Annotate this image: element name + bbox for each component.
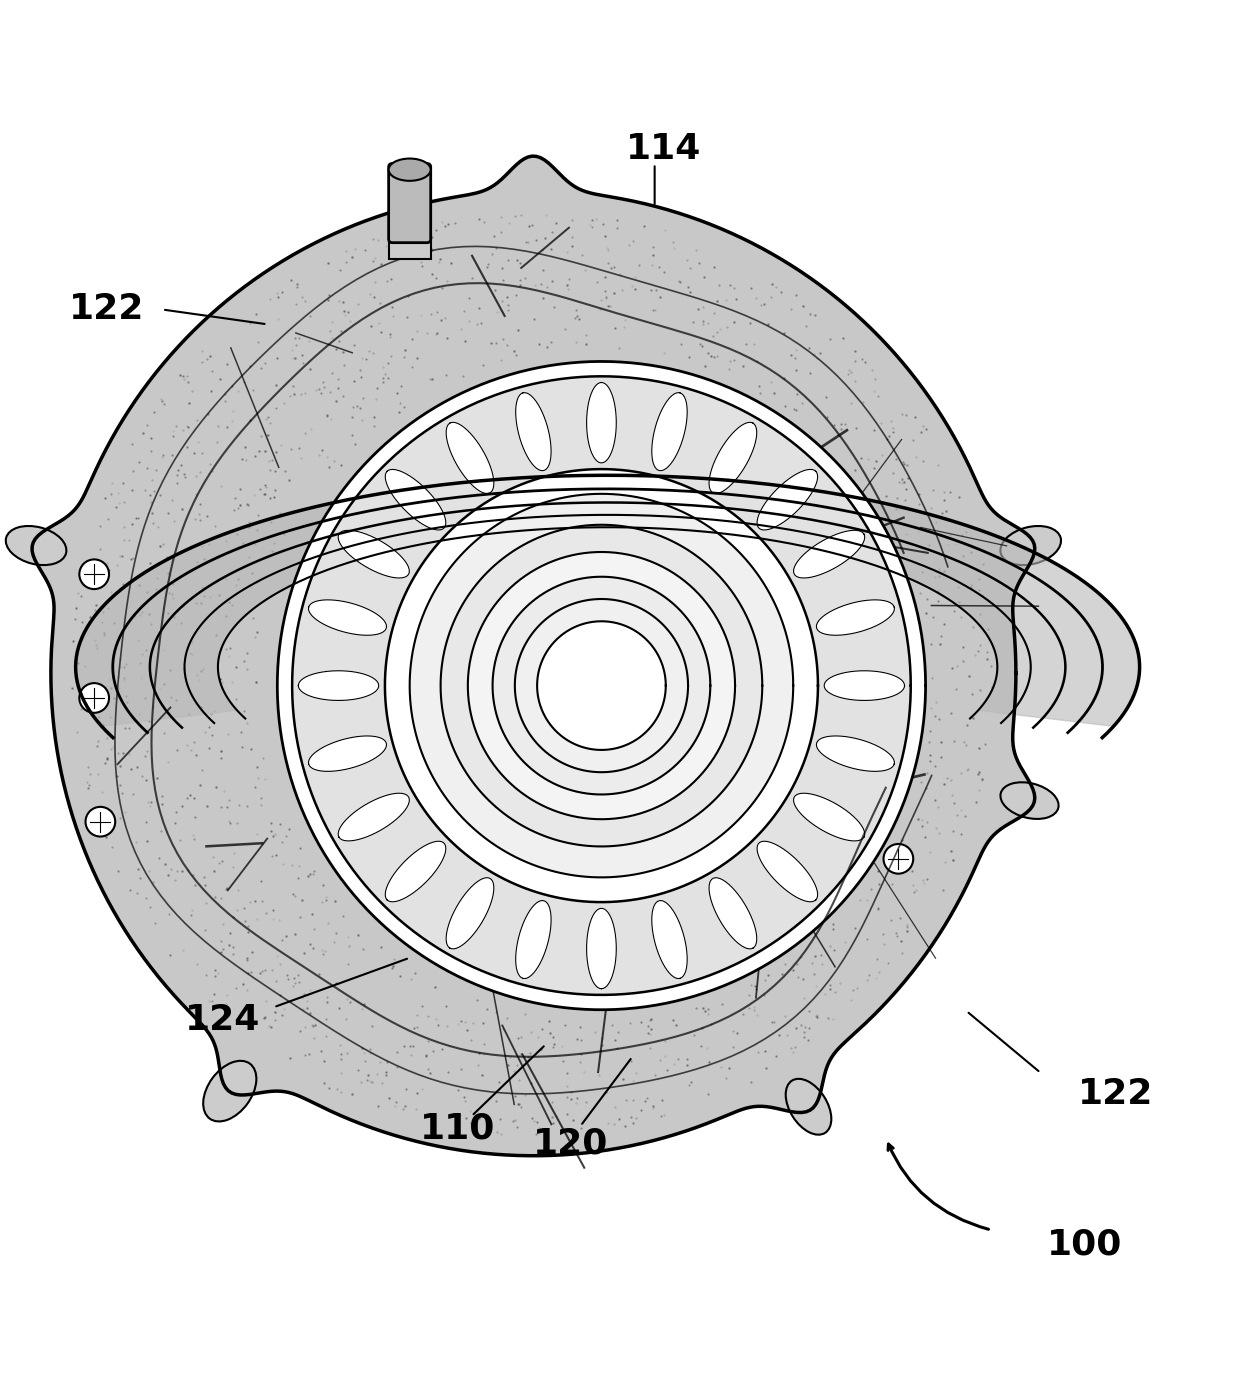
Polygon shape <box>339 530 409 579</box>
Polygon shape <box>709 423 756 494</box>
Ellipse shape <box>786 1079 831 1135</box>
Polygon shape <box>516 900 551 978</box>
Text: 120: 120 <box>533 1127 609 1160</box>
Text: 110: 110 <box>419 1111 495 1146</box>
Polygon shape <box>794 793 864 842</box>
Polygon shape <box>278 362 925 1010</box>
Text: 114: 114 <box>626 132 702 166</box>
Polygon shape <box>409 494 794 878</box>
Polygon shape <box>309 736 387 772</box>
Polygon shape <box>537 622 666 750</box>
Polygon shape <box>299 670 378 701</box>
Circle shape <box>878 733 906 762</box>
Polygon shape <box>816 600 894 636</box>
Circle shape <box>884 844 913 874</box>
Ellipse shape <box>388 159 430 181</box>
Polygon shape <box>652 392 687 470</box>
Polygon shape <box>32 156 1035 1156</box>
Polygon shape <box>113 488 1102 722</box>
FancyBboxPatch shape <box>388 234 430 259</box>
Polygon shape <box>446 878 494 949</box>
Polygon shape <box>825 670 904 701</box>
Polygon shape <box>339 793 409 842</box>
Polygon shape <box>440 524 763 847</box>
Polygon shape <box>758 469 817 530</box>
Ellipse shape <box>1001 526 1061 565</box>
Polygon shape <box>794 530 864 579</box>
Polygon shape <box>652 900 687 978</box>
Polygon shape <box>76 476 1140 726</box>
Polygon shape <box>446 423 494 494</box>
Text: 122: 122 <box>69 292 145 327</box>
Text: 100: 100 <box>1047 1228 1122 1262</box>
Text: 122: 122 <box>1078 1077 1153 1111</box>
Circle shape <box>79 683 109 712</box>
Polygon shape <box>516 392 551 470</box>
Polygon shape <box>515 600 688 772</box>
Polygon shape <box>587 383 616 463</box>
Polygon shape <box>185 515 1030 714</box>
Polygon shape <box>587 908 616 989</box>
Polygon shape <box>386 842 446 901</box>
Polygon shape <box>150 502 1065 718</box>
Circle shape <box>86 807 115 836</box>
Ellipse shape <box>203 1061 257 1121</box>
Polygon shape <box>309 600 387 636</box>
Polygon shape <box>709 878 756 949</box>
Ellipse shape <box>6 526 67 565</box>
FancyBboxPatch shape <box>388 164 430 242</box>
Circle shape <box>79 559 109 590</box>
Polygon shape <box>492 577 711 794</box>
Polygon shape <box>293 377 910 995</box>
Ellipse shape <box>1001 782 1059 819</box>
Text: 124: 124 <box>185 1003 260 1036</box>
Polygon shape <box>467 552 735 819</box>
Polygon shape <box>758 842 817 901</box>
Polygon shape <box>816 736 894 772</box>
Polygon shape <box>386 469 446 530</box>
